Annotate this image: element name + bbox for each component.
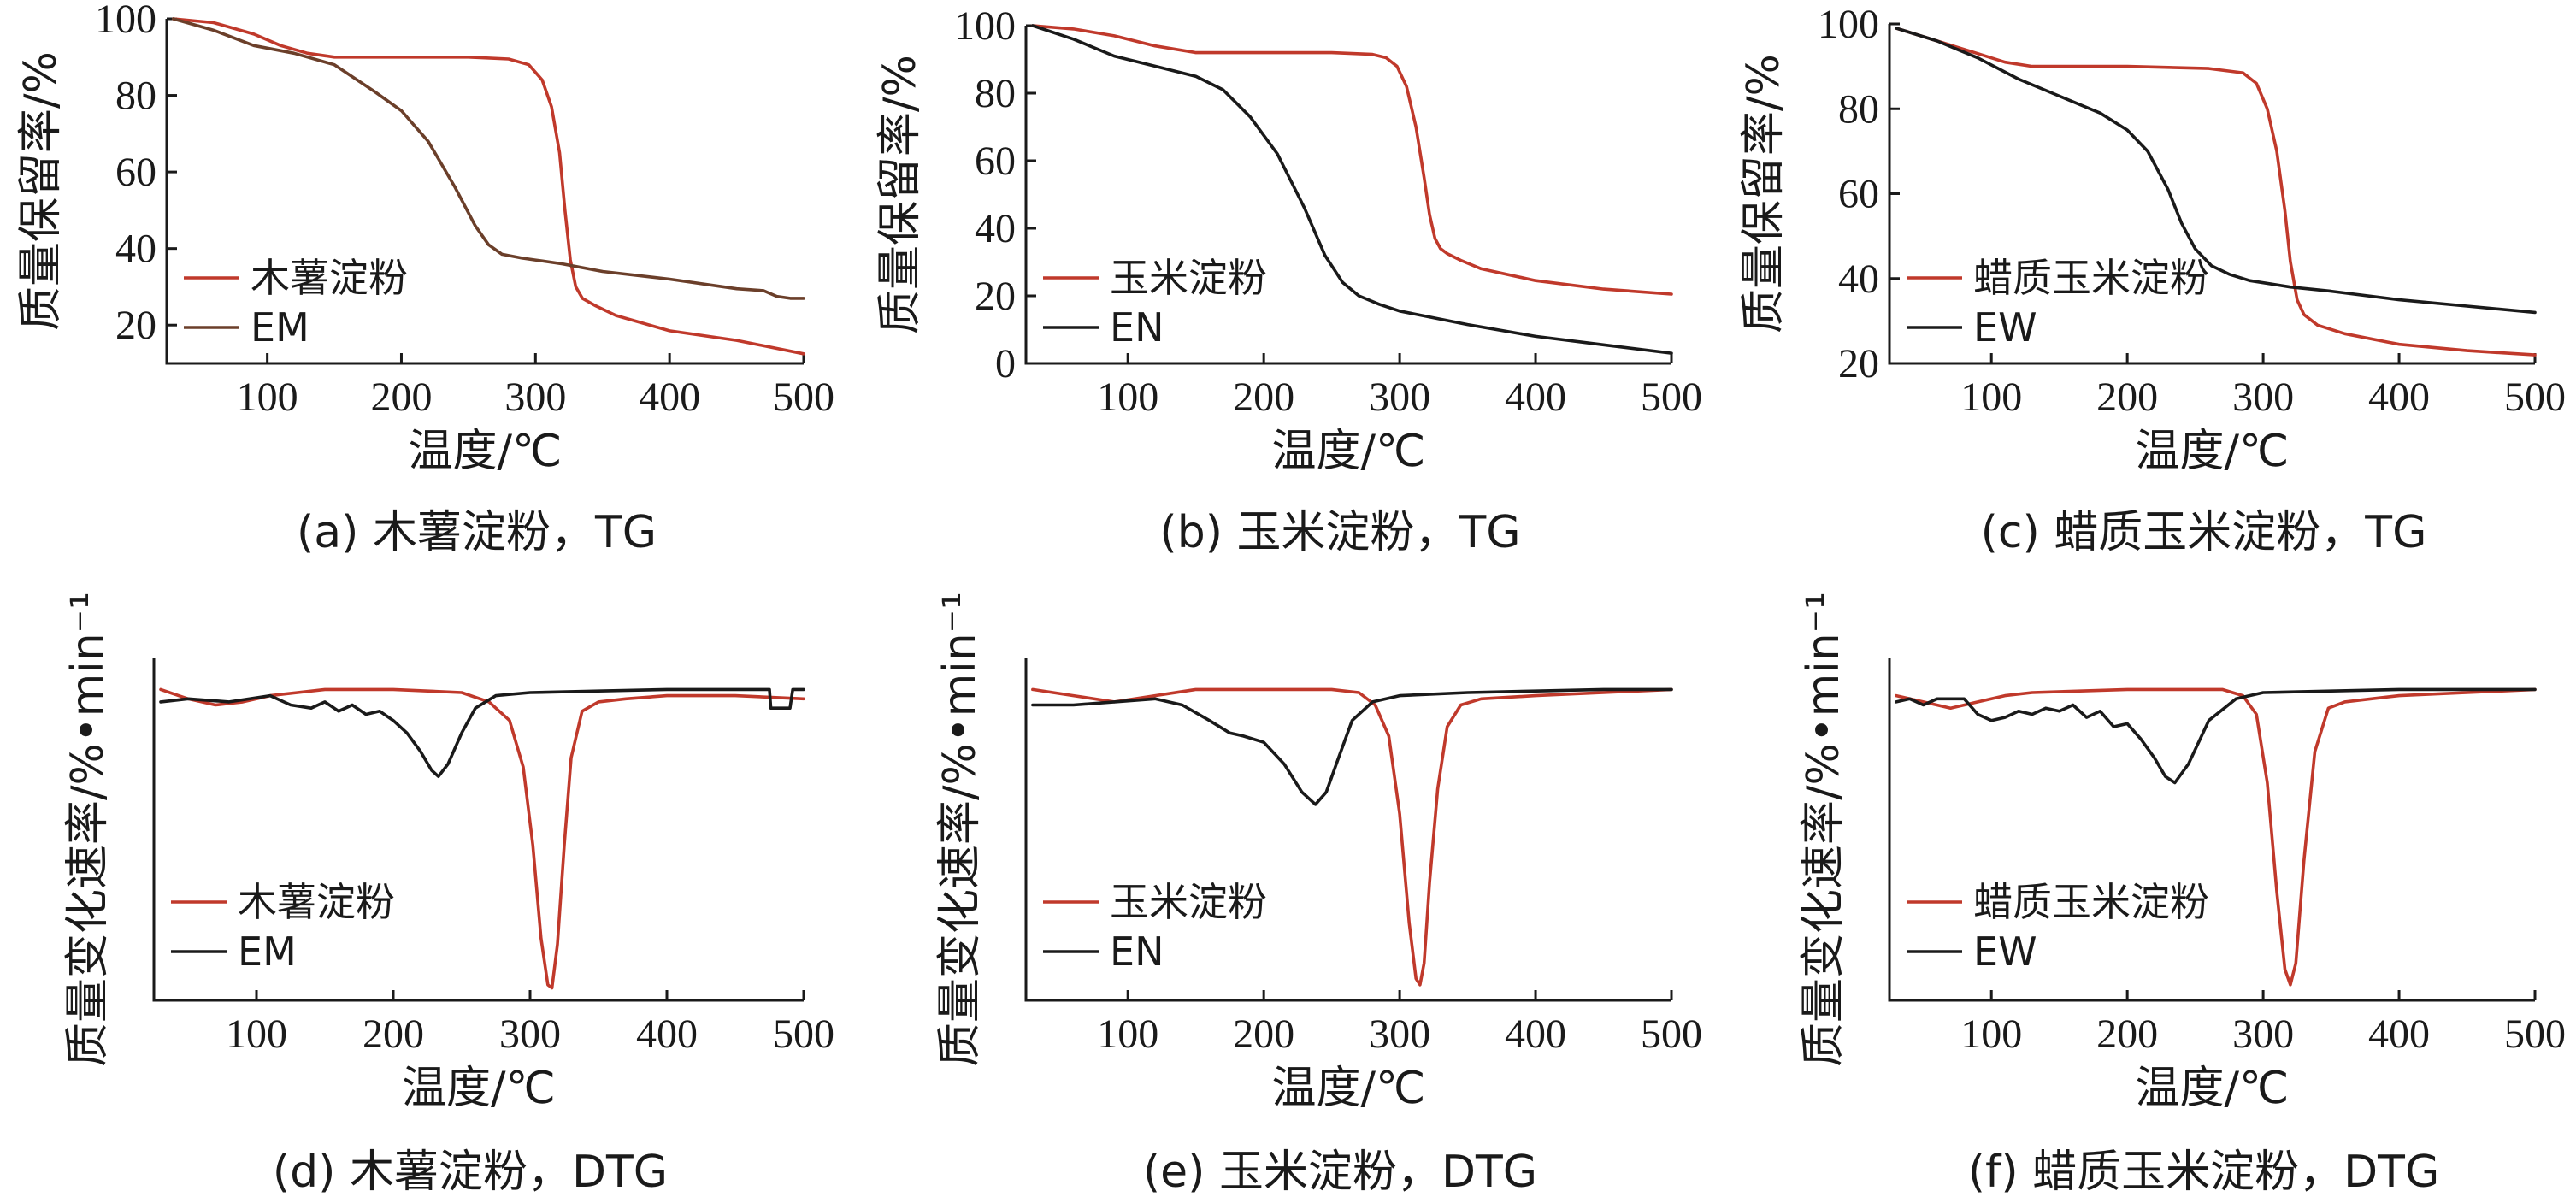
series-line-starch	[1895, 687, 2537, 987]
x-tick-label: 500	[1641, 374, 1702, 420]
x-tick-label: 500	[2504, 374, 2566, 420]
chart-panel-3: 100 200 300 400 500 20 40 60 80 100 温度/℃ 质量保留率/% (c)…	[1738, 2, 2566, 558]
y-tick-label: 20	[975, 274, 1016, 319]
x-tick-label: 400	[636, 1011, 698, 1057]
x-tick-label: 300	[499, 1011, 561, 1057]
x-axis-title: 温度/℃	[2136, 1063, 2290, 1114]
series-line-ester	[172, 17, 805, 300]
legend-label: EW	[1973, 929, 2037, 975]
y-tick-label: 0	[995, 341, 1016, 386]
x-tick-label: 200	[2096, 374, 2158, 420]
x-tick-label: 200	[1233, 374, 1294, 420]
x-tick-label: 100	[1097, 1011, 1158, 1057]
y-tick-label: 60	[1838, 172, 1879, 217]
series-line-ester	[1895, 687, 2537, 785]
panel-caption: (b) 玉米淀粉，TG	[1159, 507, 1520, 558]
panel-caption: (a) 木薯淀粉，TG	[297, 507, 657, 558]
panel-caption: (d) 木薯淀粉，DTG	[273, 1147, 668, 1197]
x-tick-label: 400	[2368, 1011, 2430, 1057]
legend-label: EM	[238, 929, 297, 975]
y-axis-title: 质量保留率/%	[15, 51, 67, 331]
x-tick-label: 400	[2368, 374, 2430, 420]
series-line-ester	[1031, 687, 1673, 806]
legend-label: 玉米淀粉	[1110, 879, 1267, 925]
x-axis-title: 温度/℃	[1272, 1063, 1426, 1114]
y-tick-label: 20	[115, 303, 156, 348]
x-axis-title: 温度/℃	[409, 426, 563, 477]
x-tick-label: 500	[1641, 1011, 1702, 1057]
x-tick-label: 300	[1369, 374, 1430, 420]
axis-frame	[1888, 658, 2535, 1002]
chart-panel-6: 100 200 300 400 500 温度/℃ 质量变化速率/%•min⁻¹ (f) 蜡质玉…	[1798, 592, 2566, 1197]
legend-label: 蜡质玉米淀粉	[1973, 255, 2209, 301]
panel-caption: (f) 蜡质玉米淀粉，DTG	[1968, 1147, 2440, 1197]
x-tick-label: 300	[1369, 1011, 1430, 1057]
x-axis-title: 温度/℃	[1272, 426, 1426, 477]
x-axis-title: 温度/℃	[402, 1063, 556, 1114]
y-tick-label: 40	[975, 206, 1016, 251]
y-tick-label: 100	[954, 3, 1016, 49]
x-tick-label: 200	[2096, 1011, 2158, 1057]
chart-panel-4: 100 200 300 400 500 温度/℃ 质量变化速率/%•min⁻¹ (d) 木薯淀…	[62, 592, 834, 1197]
legend-label: 蜡质玉米淀粉	[1973, 879, 2209, 925]
legend-label: EM	[251, 304, 309, 351]
y-axis-title: 质量保留率/%	[875, 55, 926, 334]
x-tick-label: 100	[1960, 1011, 2022, 1057]
series-line-starch	[1031, 24, 1673, 296]
x-tick-label: 100	[1097, 374, 1158, 420]
y-tick-label: 60	[975, 139, 1016, 184]
legend-label: EN	[1110, 304, 1164, 351]
series-line-starch	[172, 17, 805, 356]
series-line-ester	[1031, 24, 1673, 355]
y-tick-label: 40	[115, 227, 156, 272]
x-tick-label: 200	[363, 1011, 424, 1057]
y-axis-title: 质量变化速率/%•min⁻¹	[934, 592, 986, 1067]
y-tick-label: 80	[115, 74, 156, 119]
series-line-ester	[1895, 27, 2537, 315]
series-line-ester	[159, 687, 805, 778]
y-tick-label: 60	[115, 150, 156, 195]
x-tick-label: 100	[226, 1011, 287, 1057]
x-axis-title: 温度/℃	[2136, 426, 2290, 477]
axis-frame	[1024, 658, 1671, 1002]
legend-label: 木薯淀粉	[238, 879, 395, 925]
y-axis-title: 质量变化速率/%•min⁻¹	[62, 592, 114, 1067]
x-tick-label: 300	[504, 374, 566, 420]
panel-caption: (c) 蜡质玉米淀粉，TG	[1981, 507, 2427, 558]
chart-panel-1: 100 200 300 400 500 20 40 60 80 100 温度/℃ 质量保留率/% (a)…	[15, 0, 834, 558]
x-tick-label: 500	[2504, 1011, 2566, 1057]
x-tick-label: 200	[1233, 1011, 1294, 1057]
y-axis-title: 质量变化速率/%•min⁻¹	[1798, 592, 1849, 1067]
y-tick-label: 100	[1818, 2, 1879, 47]
y-tick-label: 80	[975, 71, 1016, 116]
y-tick-label: 40	[1838, 256, 1879, 302]
series-line-starch	[1031, 687, 1673, 987]
x-tick-label: 500	[773, 374, 834, 420]
x-tick-label: 100	[237, 374, 298, 420]
chart-panel-5: 100 200 300 400 500 温度/℃ 质量变化速率/%•min⁻¹ (e) 玉米淀…	[934, 592, 1702, 1197]
legend-label: EN	[1110, 929, 1164, 975]
y-tick-label: 20	[1838, 341, 1879, 386]
x-tick-label: 400	[1505, 1011, 1566, 1057]
x-tick-label: 100	[1960, 374, 2022, 420]
axis-frame	[165, 19, 804, 365]
x-tick-label: 400	[1505, 374, 1566, 420]
x-tick-label: 500	[773, 1011, 834, 1057]
x-tick-label: 200	[370, 374, 432, 420]
y-axis-title: 质量保留率/%	[1738, 54, 1789, 333]
x-tick-label: 300	[2232, 1011, 2294, 1057]
series-line-starch	[1895, 27, 2537, 357]
legend-label: 玉米淀粉	[1110, 255, 1267, 301]
panel-caption: (e) 玉米淀粉，DTG	[1143, 1147, 1537, 1197]
axis-frame	[152, 658, 804, 1002]
legend-label: 木薯淀粉	[251, 255, 408, 301]
y-tick-label: 100	[95, 0, 156, 42]
chart-panel-2: 100 200 300 400 500 0 20 40 60 80 100 温度/℃ 质量保留率/% (b…	[875, 3, 1702, 558]
y-tick-label: 80	[1838, 86, 1879, 132]
x-tick-label: 300	[2232, 374, 2294, 420]
x-tick-label: 400	[639, 374, 700, 420]
legend-label: EW	[1973, 304, 2037, 351]
